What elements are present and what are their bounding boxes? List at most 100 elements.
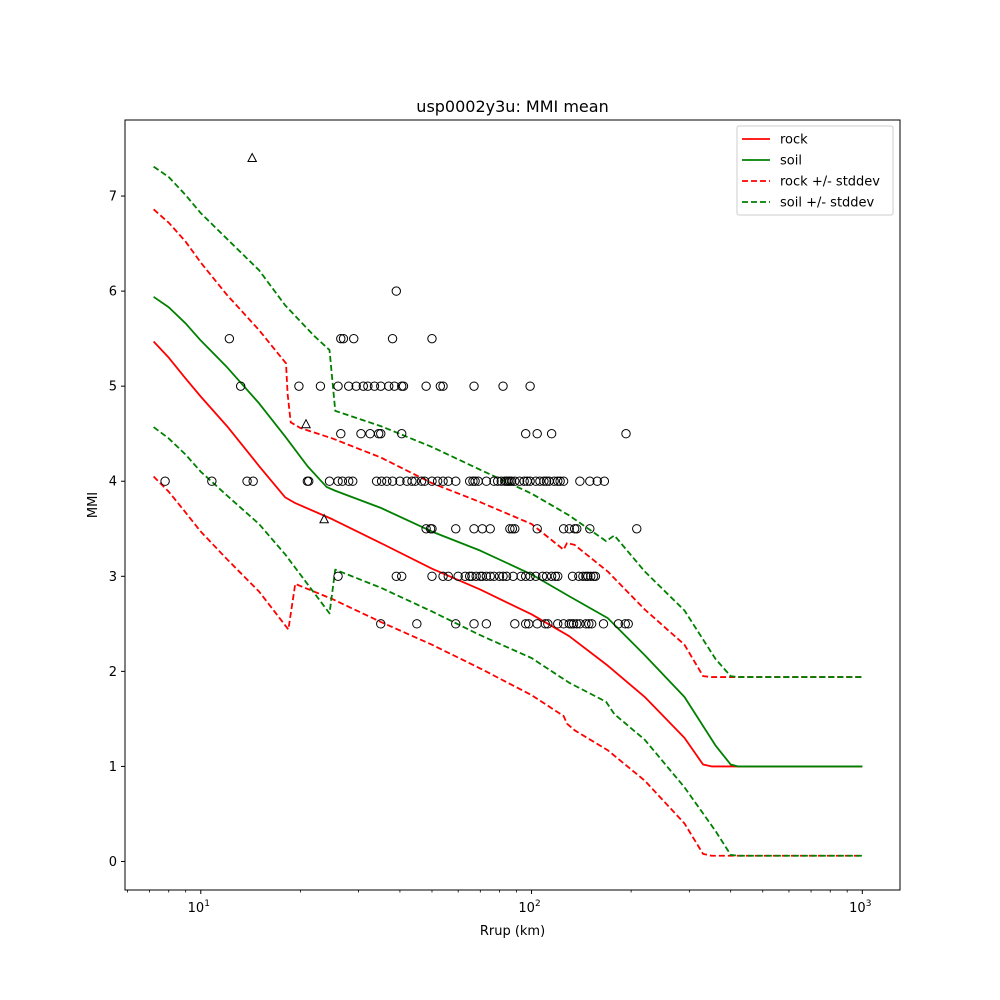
observation-point-circle (398, 381, 409, 391)
observation-point-circle (581, 619, 591, 629)
observation-point-triangle (319, 513, 330, 524)
y-tick-label: 2 (109, 665, 117, 680)
observation-point-circle (376, 429, 386, 439)
observation-point-circle (532, 429, 542, 439)
observation-point-circle (376, 619, 386, 629)
observation-point-circle (460, 571, 470, 581)
series-line-rock (152, 340, 863, 768)
observation-point-circle (443, 571, 453, 581)
observation-point-circle (519, 476, 529, 486)
observation-point-circle (416, 476, 427, 486)
observation-point-circle (525, 381, 535, 391)
y-tick-label: 5 (109, 380, 117, 395)
observation-point-circle (586, 571, 596, 581)
observation-point-circle (412, 619, 422, 629)
observation-point-circle (574, 571, 584, 581)
series-line-soil (153, 296, 863, 768)
observation-point-circle (549, 476, 559, 486)
observation-point-circle (384, 381, 394, 391)
chart-title: usp0002y3u: MMI mean (416, 97, 608, 116)
observation-point-circle (481, 476, 492, 486)
observation-point-circle (351, 381, 361, 391)
observation-point-circle (531, 571, 541, 581)
observation-point-circle (387, 333, 398, 344)
observation-point-circle (481, 619, 492, 629)
observation-point-circle (470, 476, 480, 486)
observation-point-circle (481, 571, 492, 581)
observation-point-circle (427, 333, 437, 344)
observation-point-circle (477, 571, 488, 581)
observation-point-circle (505, 524, 515, 534)
observation-point-circle (553, 571, 563, 581)
observation-point-circle (558, 476, 569, 486)
observation-point-circle (451, 476, 461, 486)
observation-point-triangle (300, 418, 312, 429)
observation-point-circle (387, 476, 398, 486)
legend: rock soil rock +/- stddev soil +/- stddev (736, 125, 894, 216)
legend-label: rock +/- stddev (780, 175, 880, 190)
observation-point-circle (535, 476, 545, 486)
observation-point-circle (397, 571, 407, 581)
y-tick-label: 1 (109, 760, 117, 775)
observation-point-circle (389, 381, 400, 391)
observation-point-circle (575, 476, 585, 486)
observation-point-circle (585, 524, 595, 534)
series-line-soil-stddev (153, 165, 863, 678)
observation-point-circle (489, 476, 499, 486)
observation-point-circle (543, 619, 553, 629)
observation-point-circle (620, 619, 630, 629)
y-tick-label: 7 (109, 190, 117, 205)
observation-point-circle (590, 571, 601, 581)
observation-point-circle (376, 476, 387, 486)
observation-point-circle (427, 476, 437, 486)
observation-point-circle (553, 619, 563, 629)
observation-point-circle (343, 476, 354, 486)
observation-point-circle (585, 476, 595, 486)
observation-point-circle (539, 476, 549, 486)
observation-point-circle (489, 571, 499, 581)
observation-point-circle (532, 524, 542, 534)
observation-point-circle (575, 619, 585, 629)
observation-point-circle (469, 381, 479, 391)
observation-point-circle (207, 476, 217, 486)
observation-point-circle (410, 476, 420, 486)
observation-point-circle (443, 476, 453, 486)
observation-point-circle (623, 619, 633, 629)
observation-point-circle (525, 571, 535, 581)
y-tick-label: 4 (109, 475, 117, 490)
observation-point-circle (569, 524, 580, 534)
observation-point-circle (435, 381, 446, 391)
y-tick-label: 6 (109, 285, 117, 300)
observation-point-circle (336, 429, 346, 439)
observation-point-circle (510, 619, 520, 629)
observation-point-circle (391, 286, 401, 296)
legend-label: rock (780, 133, 808, 148)
observation-point-circle (421, 381, 431, 391)
observation-point-circle (336, 333, 346, 344)
observation-point-circle (304, 476, 314, 486)
observation-point-circle (520, 429, 531, 439)
observation-point-circle (369, 381, 380, 391)
observation-point-circle (453, 571, 463, 581)
observation-point-circle (294, 381, 304, 391)
observation-point-circle (510, 476, 520, 486)
x-axis-label: Rrup (km) (480, 924, 545, 939)
observation-point-circle (553, 476, 563, 486)
series-line-rock-stddev (152, 475, 863, 857)
observation-point-circle (583, 571, 593, 581)
observation-point-circle (592, 476, 602, 486)
observation-point-circle (520, 571, 531, 581)
legend-label: soil (780, 154, 802, 169)
observation-point-circle (598, 619, 609, 629)
observation-point-circle (520, 619, 531, 629)
observation-point-circle (391, 571, 401, 581)
observation-point-circle (546, 429, 557, 439)
observation-point-circle (224, 333, 235, 344)
observation-point-circle (421, 524, 431, 534)
observation-point-circle (427, 571, 437, 581)
observation-point-circle (507, 524, 518, 534)
observation-point-circle (349, 333, 359, 344)
observation-point-circle (438, 476, 448, 486)
observation-point-circle (235, 381, 246, 391)
